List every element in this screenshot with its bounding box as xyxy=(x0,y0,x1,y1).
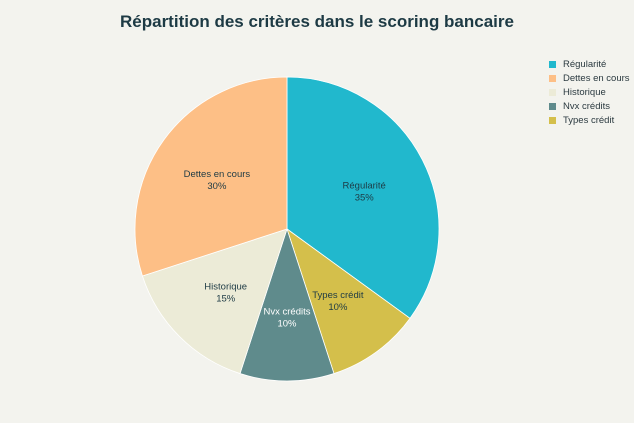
legend-item-types-credit[interactable]: Types crédit xyxy=(549,114,630,128)
legend-swatch xyxy=(549,88,556,96)
legend-swatch xyxy=(549,103,556,111)
legend-swatch xyxy=(549,74,556,82)
slice-value-dettes-en-cours: 30% xyxy=(207,181,227,192)
legend-item-nvx-credits[interactable]: Nvx crédits xyxy=(549,100,630,114)
pie-slice-types-credit xyxy=(286,227,411,375)
slice-label-nvx-credits: Nvx crédits xyxy=(264,307,311,318)
legend-label: Dettes en cours xyxy=(563,72,630,84)
slice-label-types-credit: Types crédit xyxy=(312,290,364,301)
pie-slice-regularite xyxy=(286,76,440,319)
pie-slice-dettes-en-cours xyxy=(134,76,288,277)
pie-slice-nvx-credits xyxy=(239,227,335,382)
chart-title: Répartition des critères dans le scoring… xyxy=(120,12,514,31)
legend-item-dettes-en-cours[interactable]: Dettes en cours xyxy=(549,71,630,85)
slice-label-historique: Historique xyxy=(204,281,247,292)
pie-slice-historique xyxy=(141,228,288,375)
slice-value-nvx-credits: 10% xyxy=(277,319,297,330)
legend-label: Nvx crédits xyxy=(563,101,610,113)
legend-label: Régularité xyxy=(563,58,607,70)
legend-swatch xyxy=(549,60,556,68)
legend-item-historique[interactable]: Historique xyxy=(549,85,630,99)
slice-value-historique: 15% xyxy=(216,293,236,304)
slice-label-dettes-en-cours: Dettes en cours xyxy=(184,169,251,180)
legend-swatch xyxy=(549,117,556,125)
legend-item-regularite[interactable]: Régularité xyxy=(549,57,630,71)
slice-value-regularite: 35% xyxy=(355,193,375,204)
legend: Régularité Dettes en cours Historique Nvx c… xyxy=(549,57,630,128)
slice-label-regularite: Régularité xyxy=(343,181,386,192)
legend-label: Historique xyxy=(563,86,606,98)
slice-value-types-credit: 10% xyxy=(328,302,348,313)
legend-label: Types crédit xyxy=(563,115,615,127)
